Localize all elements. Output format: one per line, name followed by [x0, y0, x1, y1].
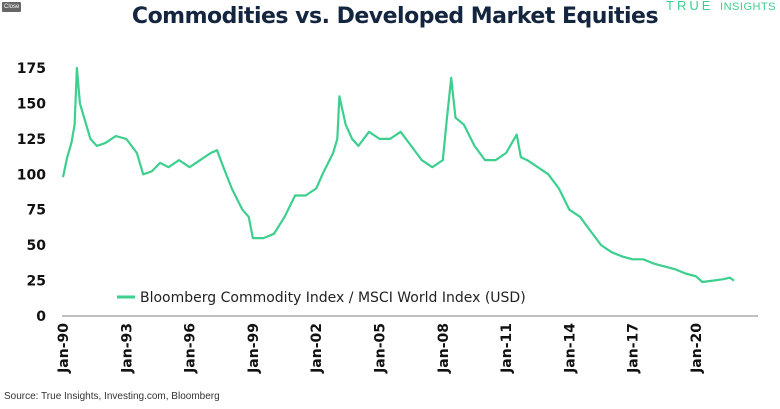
series-line	[61, 66, 735, 284]
y-tick-label: 150	[17, 96, 46, 112]
chart-title: Commodities vs. Developed Market Equitie…	[131, 4, 659, 29]
logo: TRUE INSIGHTS	[666, 0, 776, 13]
legend-label: Bloomberg Commodity Index / MSCI World I…	[140, 290, 526, 306]
close-button[interactable]: Close	[2, 2, 22, 12]
y-tick-label: 50	[27, 238, 47, 254]
logo-true: TRUE	[666, 0, 714, 13]
x-tick-label: Jan-14	[562, 323, 578, 374]
y-tick-label: 175	[17, 61, 46, 77]
y-tick-label: 100	[17, 167, 46, 183]
x-tick-label: Jan-93	[119, 323, 135, 374]
x-tick-label: Jan-17	[626, 323, 642, 374]
x-tick-label: Jan-20	[689, 323, 705, 374]
x-tick-label: Jan-08	[436, 323, 452, 374]
x-tick-label: Jan-02	[309, 323, 325, 374]
y-tick-label: 75	[27, 203, 46, 219]
x-tick-label: Jan-96	[183, 323, 199, 374]
x-tick-label: Jan-11	[499, 323, 515, 374]
x-tick-label: Jan-05	[373, 323, 389, 374]
logo-insights: INSIGHTS	[720, 1, 776, 13]
y-tick-label: 25	[27, 274, 46, 290]
y-tick-label: 0	[36, 309, 46, 325]
source-note: Source: True Insights, Investing.com, Bl…	[4, 391, 220, 402]
x-tick-label: Jan-90	[56, 323, 72, 374]
y-tick-label: 125	[17, 132, 46, 148]
x-tick-label: Jan-99	[246, 323, 262, 374]
